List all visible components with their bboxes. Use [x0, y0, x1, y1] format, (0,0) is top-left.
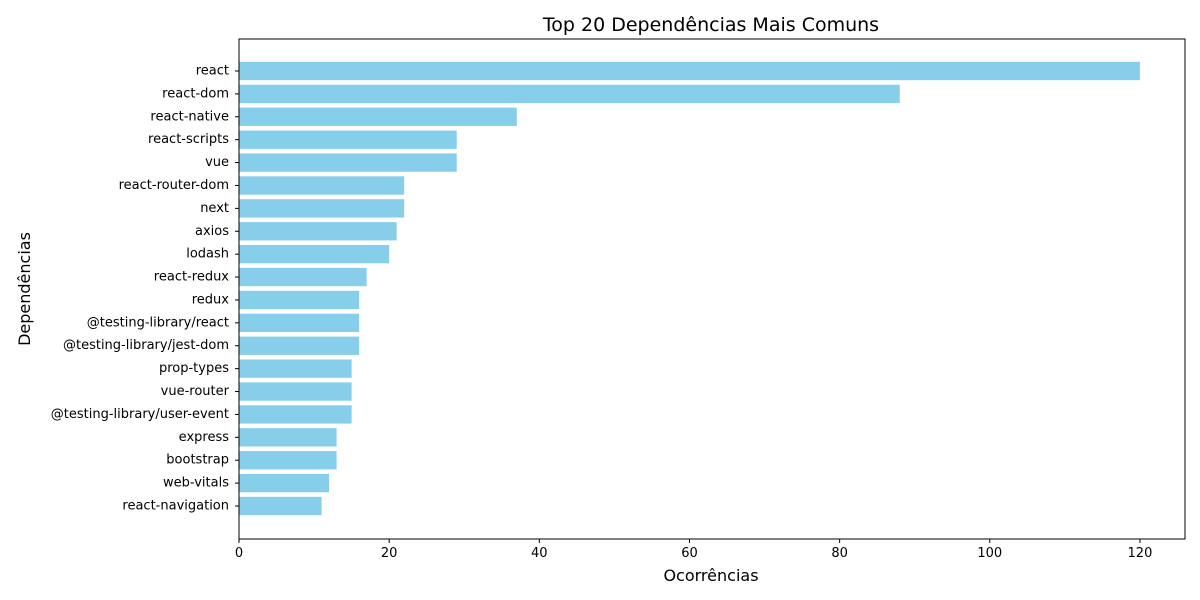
y-tick-label: bootstrap	[166, 453, 229, 468]
y-tick-label: react-navigation	[122, 499, 229, 514]
bar-testing-library-react	[239, 313, 360, 332]
y-ticks-group: react react-dom react-native react-scripts v…	[51, 64, 239, 514]
y-tick-label: vue-router	[161, 384, 230, 399]
bar-vue-router	[239, 382, 352, 401]
bar-react	[239, 61, 1140, 81]
y-tick-label: vue	[205, 155, 229, 170]
x-axis-title: Ocorrências	[663, 566, 758, 585]
y-tick-label: next	[200, 201, 229, 216]
bar-react-scripts	[239, 130, 457, 149]
bar-react-navigation	[239, 496, 322, 516]
bar-testing-library-jest-dom	[239, 336, 360, 355]
y-tick-label: react-router-dom	[119, 178, 229, 193]
bar-web-vitals	[239, 473, 330, 493]
bar-prop-types	[239, 359, 352, 378]
y-tick-label: react-redux	[154, 270, 230, 285]
y-tick-label: @testing-library/react	[87, 315, 229, 330]
bar-react-router-dom	[239, 176, 405, 195]
bar-react-dom	[239, 84, 900, 104]
x-tick-label: 0	[235, 546, 243, 561]
x-ticks-group: 0 20 40 60 80 100 120	[235, 539, 1153, 561]
bar-vue	[239, 153, 457, 172]
plot-frame	[238, 38, 1186, 540]
y-axis-title: Dependências	[15, 232, 34, 346]
y-tick-label: web-vitals	[163, 476, 229, 491]
y-tick-label: @testing-library/jest-dom	[63, 338, 229, 353]
y-tick-label: redux	[192, 292, 230, 307]
bar-lodash	[239, 245, 390, 264]
bar-bootstrap	[239, 451, 337, 470]
bar-testing-library-user-event	[239, 405, 352, 424]
bar-react-redux	[239, 267, 367, 287]
bar-react-native	[239, 107, 517, 126]
y-tick-label: @testing-library/user-event	[51, 407, 229, 422]
y-tick-label: express	[179, 430, 230, 445]
y-tick-label: react-scripts	[148, 132, 229, 147]
bar-redux	[239, 290, 360, 310]
bar-axios	[239, 222, 397, 241]
y-tick-label: react	[196, 64, 229, 79]
x-tick-label: 80	[831, 546, 848, 561]
x-tick-label: 120	[1128, 546, 1153, 561]
bar-next	[239, 199, 405, 218]
y-tick-label: react-native	[150, 109, 229, 124]
bar-express	[239, 428, 337, 447]
chart-title: Top 20 Dependências Mais Comuns	[542, 14, 879, 36]
bars-group	[239, 61, 1140, 516]
x-tick-label: 60	[681, 546, 698, 561]
x-tick-label: 40	[531, 546, 548, 561]
x-tick-label: 20	[381, 546, 398, 561]
y-tick-label: prop-types	[159, 361, 229, 376]
y-tick-label: react-dom	[162, 86, 229, 101]
x-tick-label: 100	[977, 546, 1002, 561]
y-tick-label: lodash	[186, 247, 229, 262]
y-tick-label: axios	[195, 224, 229, 239]
